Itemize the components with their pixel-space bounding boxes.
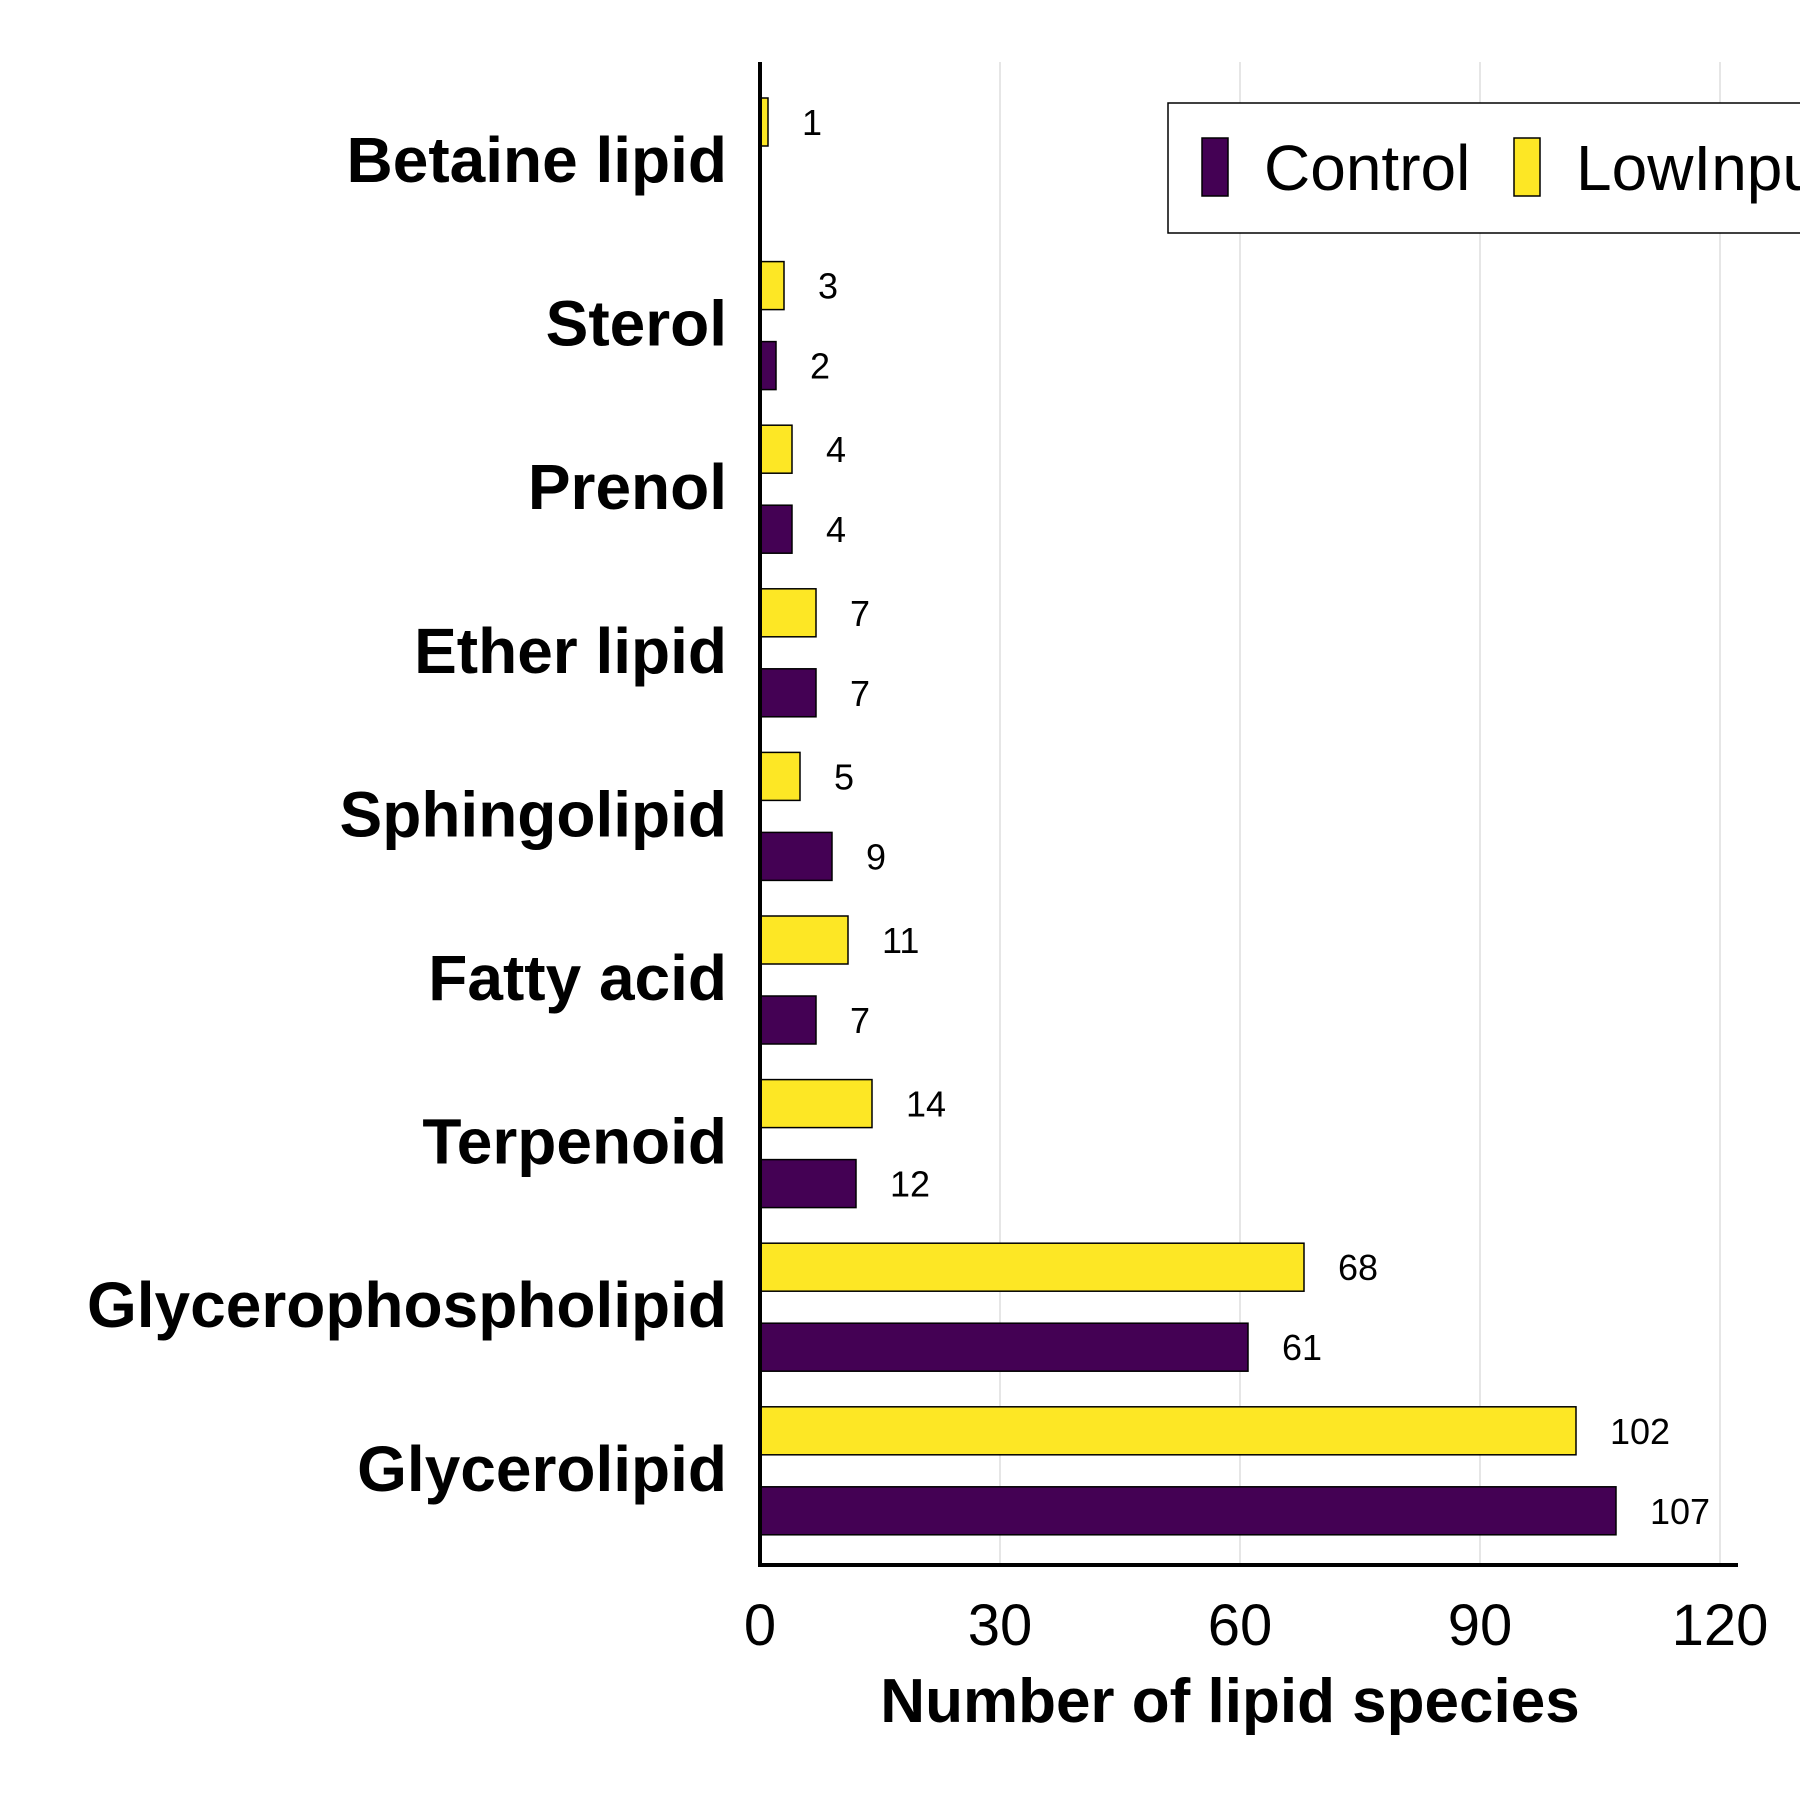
bar-control [759, 995, 817, 1045]
value-label-lowinput: 3 [818, 266, 838, 307]
bar-lowinput [759, 424, 793, 474]
category-label: Prenol [528, 451, 727, 523]
legend-label-control: Control [1264, 132, 1470, 204]
bar-control [759, 1486, 1617, 1536]
value-label-lowinput: 14 [906, 1084, 946, 1125]
x-tick-label: 30 [968, 1593, 1033, 1658]
category-label: Sphingolipid [340, 778, 727, 850]
bar-control [759, 1322, 1249, 1372]
value-label-lowinput: 68 [1338, 1247, 1378, 1288]
value-label-lowinput: 11 [882, 920, 919, 961]
value-label-lowinput: 5 [834, 756, 854, 797]
value-label-lowinput: 7 [850, 593, 870, 634]
category-label: Ether lipid [414, 615, 727, 687]
value-label-lowinput: 4 [826, 429, 846, 470]
bar-control [759, 1158, 857, 1209]
grid-lines [999, 62, 1721, 1565]
bar-lowinput [759, 260, 785, 311]
x-tick-label: 90 [1448, 1593, 1513, 1658]
category-label: Terpenoid [422, 1106, 727, 1178]
category-label: Glycerolipid [357, 1433, 727, 1505]
category-labels: Betaine lipid Sterol Prenol Ether lipid Sphi… [87, 124, 727, 1505]
legend: Control LowInput [1167, 102, 1800, 234]
x-tick-label: 60 [1208, 1593, 1273, 1658]
category-label: Betaine lipid [347, 124, 728, 196]
legend-label-lowinput: LowInput [1576, 132, 1800, 204]
bar-control [759, 831, 833, 882]
value-label-control: 4 [826, 509, 846, 550]
bar-lowinput [759, 588, 817, 638]
x-tick-label: 120 [1672, 1593, 1769, 1658]
bar-control [759, 668, 817, 718]
value-label-lowinput: 1 [802, 102, 822, 143]
value-label-control: 2 [810, 346, 830, 387]
value-label-control: 12 [890, 1164, 930, 1205]
bar-lowinput [759, 1078, 873, 1129]
legend-swatch-lowinput [1513, 137, 1541, 197]
x-axis-title: Number of lipid species [880, 1667, 1579, 1736]
bar-control [759, 340, 777, 391]
legend-box [1167, 102, 1800, 234]
data-labels: 1 3 2 4 4 7 7 59 11 7 14 12 68 61 102 107 [802, 102, 1710, 1532]
bars [759, 97, 1617, 1536]
value-label-control: 61 [1282, 1327, 1322, 1368]
category-label: Glycerophospholipid [87, 1269, 727, 1341]
x-tick-labels: 0 30 60 90 120 [744, 1593, 1769, 1658]
x-tick-label: 0 [744, 1593, 776, 1658]
bar-lowinput [759, 1406, 1577, 1456]
bar-lowinput [759, 751, 801, 802]
value-label-control: 7 [850, 1000, 870, 1041]
category-label: Fatty acid [428, 942, 727, 1014]
axes [758, 62, 1738, 1567]
value-label-lowinput: 102 [1610, 1411, 1670, 1452]
value-label-control: 107 [1650, 1491, 1710, 1532]
bar-lowinput [759, 915, 849, 965]
legend-swatch-control [1201, 137, 1229, 197]
bar-control [759, 504, 793, 554]
category-label: Sterol [546, 288, 727, 360]
bar-lowinput [759, 1242, 1305, 1292]
value-label-control: 9 [866, 836, 886, 877]
value-label-control: 7 [850, 673, 870, 714]
